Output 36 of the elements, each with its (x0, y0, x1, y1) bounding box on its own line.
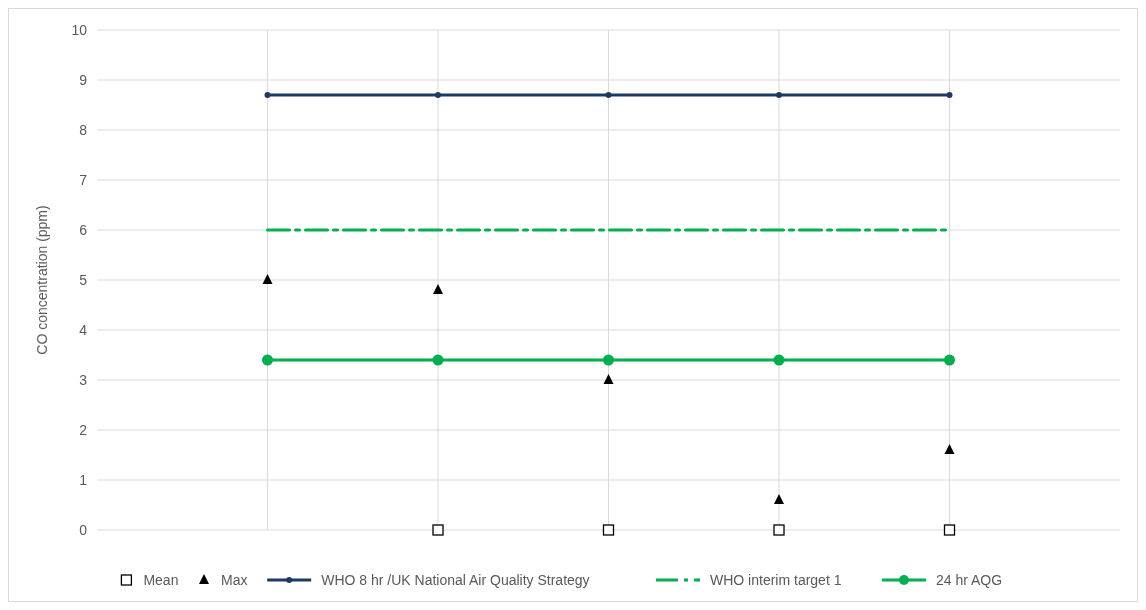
point (264, 92, 271, 98)
point (602, 524, 615, 536)
y-tick-label: 4 (79, 321, 88, 338)
y-tick-label: 6 (79, 221, 88, 238)
point (776, 92, 782, 98)
point (774, 494, 784, 504)
y-tick-label: 8 (79, 121, 88, 138)
point (435, 92, 441, 98)
y-tick-label: 5 (79, 271, 88, 288)
y-tick-label: 7 (79, 171, 88, 188)
point (943, 524, 956, 536)
point (946, 92, 953, 98)
y-tick-label: 1 (79, 471, 88, 488)
legend-label: Mean (143, 571, 179, 588)
point (262, 274, 273, 284)
y-tick-label: 9 (79, 71, 88, 88)
y-axis-title: CO concentration (ppm) (34, 205, 50, 355)
point (262, 354, 273, 366)
legend-label: 24 hr AQG (936, 571, 1003, 588)
y-tick-label: 0 (79, 521, 88, 538)
point (433, 284, 443, 294)
legend-label: WHO 8 hr /UK National Air Quality Strategy (321, 571, 590, 588)
legend-label: WHO interim target 1 (710, 571, 842, 588)
point (432, 354, 444, 366)
point (773, 524, 785, 536)
legend-label: Max (221, 571, 248, 588)
y-tick-label: 10 (71, 21, 88, 38)
point (773, 354, 785, 366)
y-tick-label: 3 (79, 371, 88, 388)
point (603, 374, 614, 384)
point (605, 92, 612, 98)
point (432, 524, 444, 536)
point (944, 354, 955, 366)
point (944, 444, 955, 454)
y-tick-label: 2 (79, 421, 88, 438)
point (603, 354, 614, 366)
